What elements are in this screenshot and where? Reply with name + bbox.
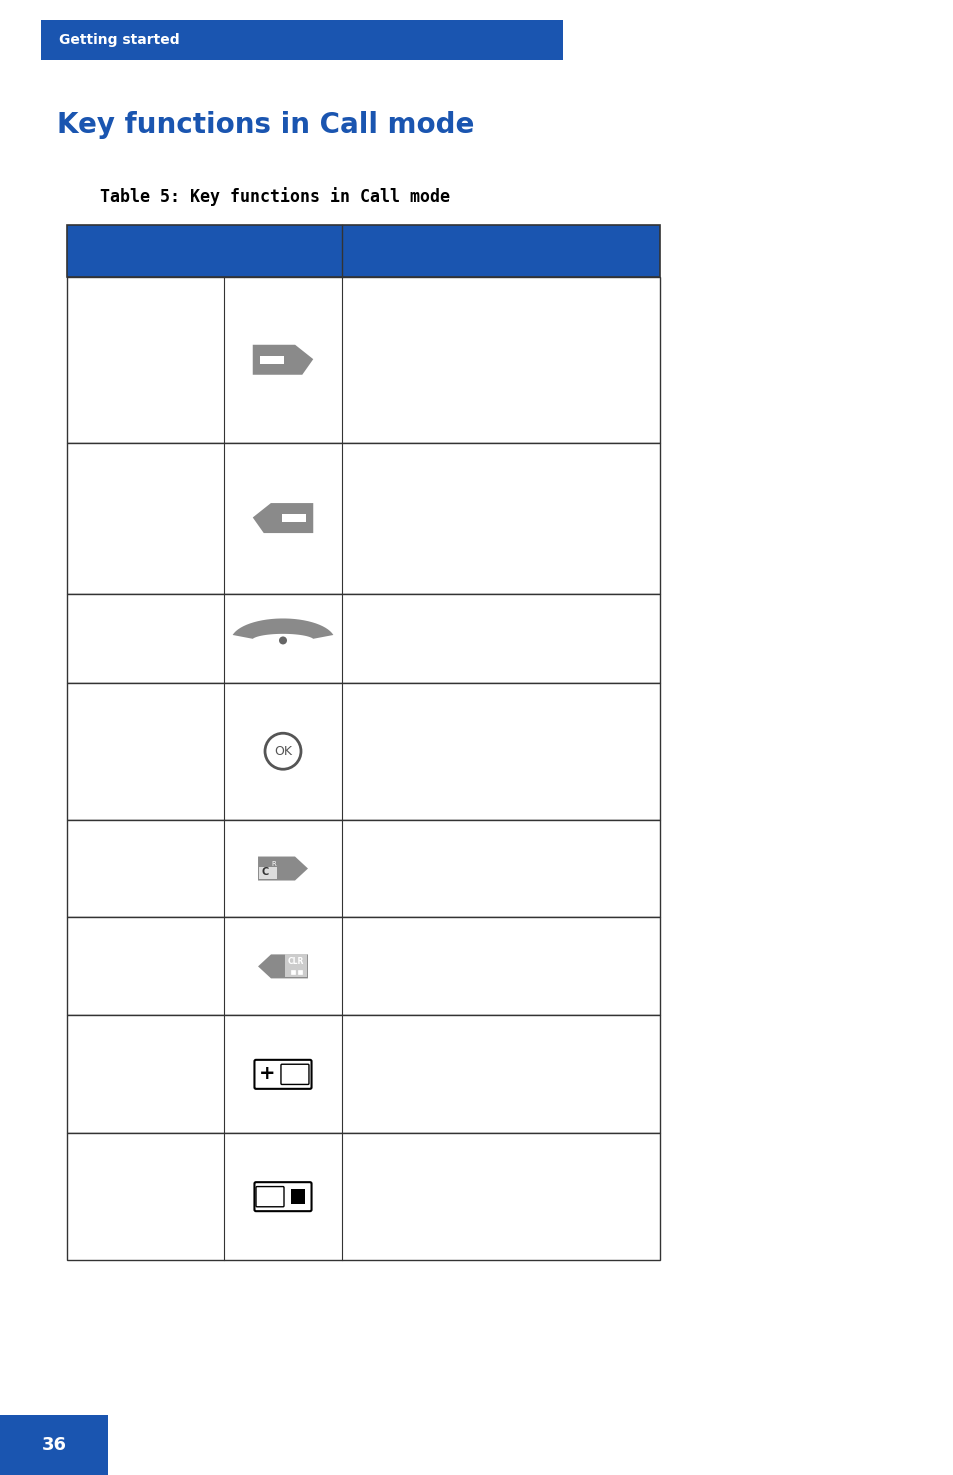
FancyBboxPatch shape — [254, 1181, 312, 1211]
Bar — [67, 820, 659, 917]
Bar — [0, 1415, 108, 1475]
Polygon shape — [253, 345, 313, 375]
FancyBboxPatch shape — [254, 1061, 312, 1089]
Bar — [297, 971, 302, 975]
Polygon shape — [257, 954, 308, 978]
Text: R: R — [272, 860, 276, 867]
Text: CLR: CLR — [288, 957, 304, 966]
Bar — [258, 867, 277, 879]
Bar — [67, 593, 659, 683]
Bar — [285, 954, 306, 978]
Polygon shape — [259, 355, 284, 364]
Bar — [67, 277, 659, 442]
Bar — [67, 1133, 659, 1260]
Bar — [291, 1189, 305, 1204]
Bar — [67, 917, 659, 1015]
Polygon shape — [281, 515, 306, 522]
Bar — [67, 683, 659, 820]
Circle shape — [278, 636, 287, 645]
Bar — [41, 21, 562, 60]
Text: 36: 36 — [42, 1437, 67, 1454]
Text: Key functions in Call mode: Key functions in Call mode — [57, 111, 474, 139]
Text: OK: OK — [274, 745, 292, 758]
Bar — [67, 226, 659, 277]
Text: Table 5: Key functions in Call mode: Table 5: Key functions in Call mode — [100, 187, 450, 206]
Text: +: + — [259, 1063, 275, 1083]
Polygon shape — [257, 857, 308, 881]
Bar — [291, 971, 294, 975]
Text: C: C — [261, 867, 269, 878]
Polygon shape — [233, 618, 333, 639]
FancyBboxPatch shape — [255, 1186, 284, 1207]
Text: Getting started: Getting started — [59, 32, 179, 47]
Bar — [67, 442, 659, 593]
Polygon shape — [253, 503, 313, 532]
Bar — [67, 1015, 659, 1133]
FancyBboxPatch shape — [281, 1065, 309, 1084]
